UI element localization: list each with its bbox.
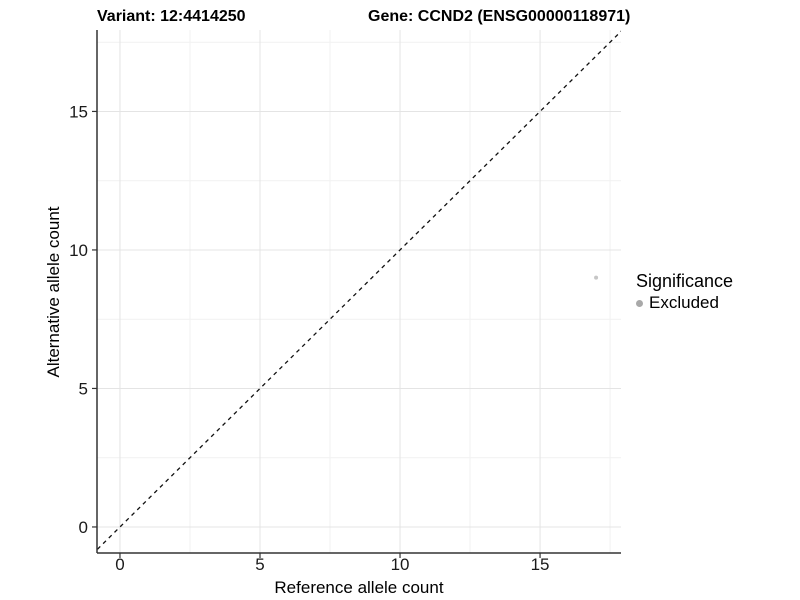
y-tick-label: 5: [79, 379, 88, 398]
y-axis-title: Alternative allele count: [44, 206, 63, 378]
legend-item-excluded: Excluded: [636, 293, 733, 313]
legend-title: Significance: [636, 271, 734, 291]
y-tick-label: 15: [69, 102, 88, 121]
y-tick-label: 10: [69, 241, 88, 260]
x-axis-title: Reference allele count: [274, 578, 444, 597]
x-tick-label: 15: [531, 555, 550, 574]
gene-title: Gene: CCND2 (ENSG00000118971): [368, 8, 631, 25]
x-tick-label: 0: [115, 555, 124, 574]
x-tick-label: 10: [391, 555, 410, 574]
x-tick-label: 5: [255, 555, 264, 574]
legend: Significance Excluded: [636, 271, 733, 313]
legend-point-icon: [636, 299, 643, 307]
variant-title: Variant: 12:4414250: [97, 8, 246, 25]
y-tick-label: 0: [79, 518, 88, 537]
legend-item-label: Excluded: [649, 293, 719, 312]
plot-panel: [97, 30, 621, 553]
data-point: [594, 275, 599, 280]
